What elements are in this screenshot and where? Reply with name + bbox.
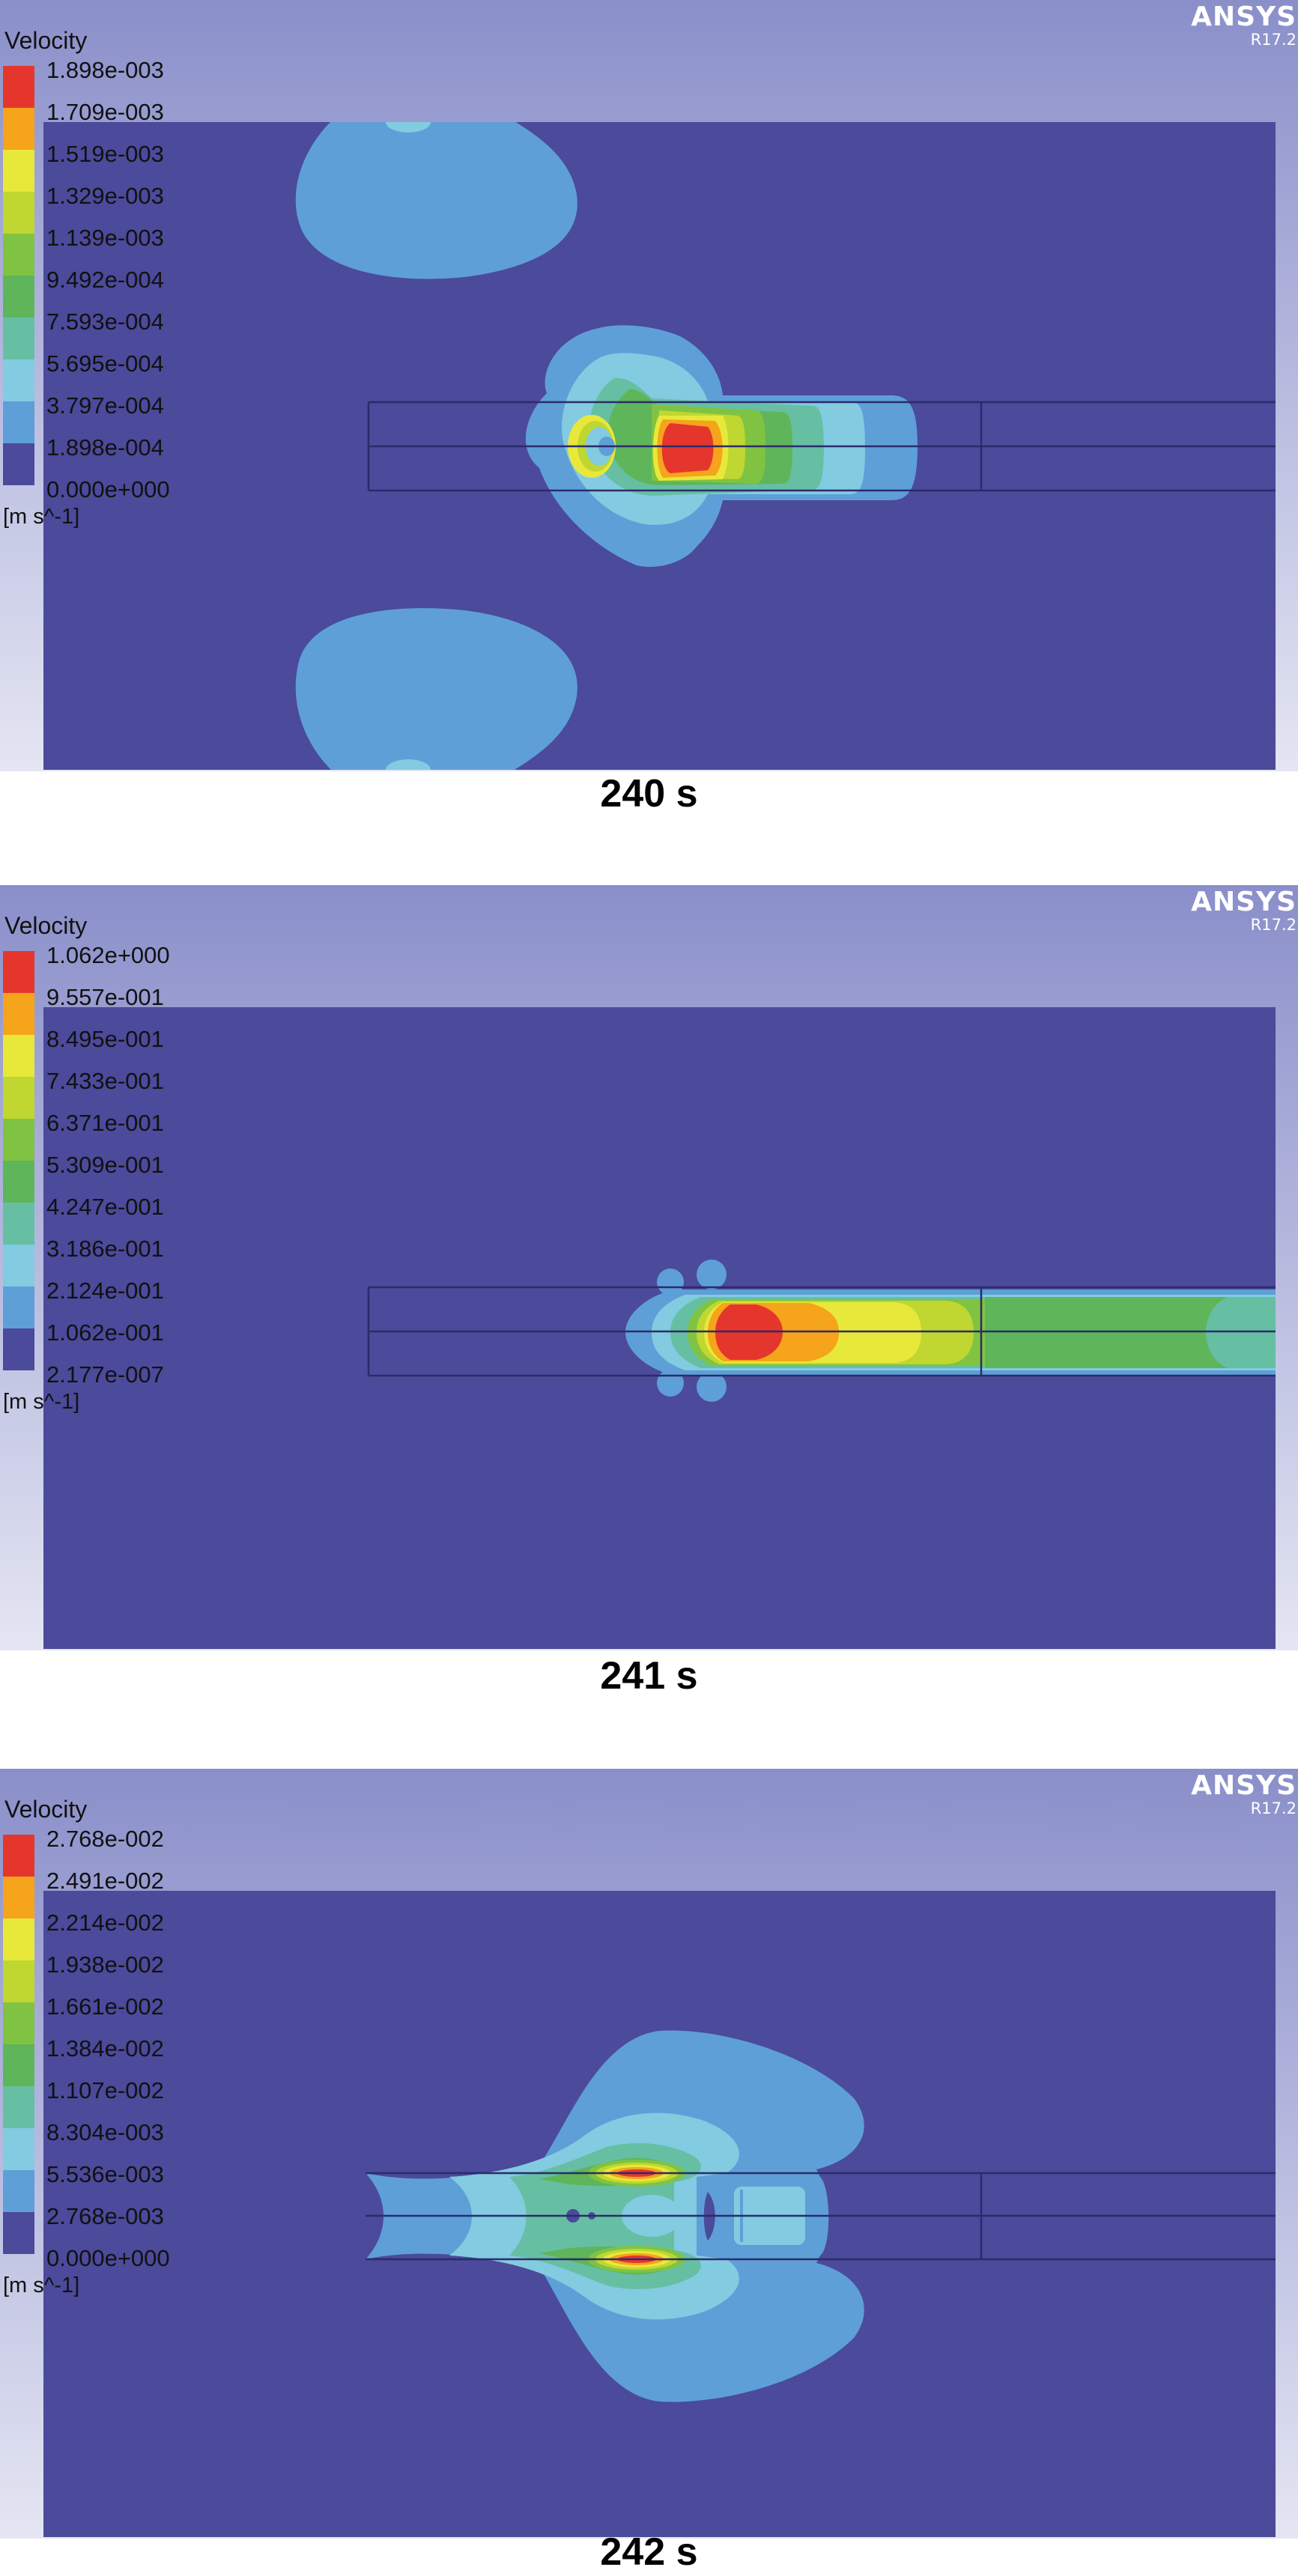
ansys-brand: ANSYS R17.2 xyxy=(1191,1,1297,49)
legend-title: Velocity xyxy=(4,27,88,54)
legend-label: 4.247e-001 xyxy=(46,1194,164,1220)
legend-label: 2.124e-001 xyxy=(46,1278,164,1304)
legend-label: 1.139e-003 xyxy=(46,225,164,251)
contour-viewport xyxy=(0,885,1298,1650)
legend-label: 7.593e-004 xyxy=(46,309,164,335)
legend-label: 1.898e-004 xyxy=(46,434,164,461)
legend-title: Velocity xyxy=(4,912,88,939)
legend-units: [m s^-1] xyxy=(3,505,80,529)
legend-title: Velocity xyxy=(4,1796,88,1823)
time-caption: 240 s xyxy=(600,772,698,815)
contour-panel-240s: ANSYS R17.2 Velocity 1.898e-003 1.709e-0… xyxy=(0,0,1298,824)
legend-label: 1.519e-003 xyxy=(46,141,164,167)
contour-panel-241s: ANSYS R17.2 Velocity 1.062e+000 9.557e-0… xyxy=(0,885,1298,1716)
channel-outline xyxy=(367,401,1276,492)
legend-label: 9.492e-004 xyxy=(46,267,164,293)
legend-label: 6.371e-001 xyxy=(46,1110,164,1136)
legend-label: 1.661e-002 xyxy=(46,1993,164,2020)
legend-label: 5.309e-001 xyxy=(46,1152,164,1178)
legend-label: 2.491e-002 xyxy=(46,1868,164,1894)
legend-label: 1.384e-002 xyxy=(46,2035,164,2062)
brand-version: R17.2 xyxy=(1250,1799,1297,1817)
ansys-brand: ANSYS R17.2 xyxy=(1191,1772,1297,1817)
brand-name: ANSYS xyxy=(1191,887,1297,917)
colorbar xyxy=(3,66,34,485)
legend-label: 5.536e-003 xyxy=(46,2161,164,2187)
colorbar xyxy=(3,1835,34,2254)
velocity-contours xyxy=(366,2030,1276,2402)
legend-label: 1.938e-002 xyxy=(46,1951,164,1978)
legend-label: 9.557e-001 xyxy=(46,984,164,1010)
legend-label: 7.433e-001 xyxy=(46,1068,164,1094)
legend-label: 3.186e-001 xyxy=(46,1236,164,1262)
legend-label: 1.898e-003 xyxy=(46,57,164,83)
contour-viewport xyxy=(0,1769,1298,2539)
legend-units: [m s^-1] xyxy=(3,2273,80,2297)
legend-label: 1.107e-002 xyxy=(46,2077,164,2103)
legend-label: 1.062e-001 xyxy=(46,1319,164,1346)
velocity-contours xyxy=(367,1260,1276,1402)
brand-name: ANSYS xyxy=(1191,1770,1297,1801)
legend-units: [m s^-1] xyxy=(3,1390,80,1414)
channel-outline xyxy=(366,2172,1276,2261)
brand-version: R17.2 xyxy=(1250,916,1297,934)
legend-label: 1.709e-003 xyxy=(46,99,164,125)
legend-label: 2.768e-003 xyxy=(46,2203,164,2229)
legend-label: 3.797e-004 xyxy=(46,392,164,419)
legend-label: 1.062e+000 xyxy=(46,942,170,968)
contour-panel-242s: ANSYS R17.2 Velocity 2.768e-002 2.491e-0… xyxy=(0,1769,1298,2576)
legend-label: 8.495e-001 xyxy=(46,1026,164,1052)
velocity-contours xyxy=(295,122,1276,770)
legend-label: 2.177e-007 xyxy=(46,1361,164,1388)
brand-version: R17.2 xyxy=(1250,31,1297,49)
legend-label: 5.695e-004 xyxy=(46,350,164,377)
legend-label: 0.000e+000 xyxy=(46,2245,170,2271)
channel-outline xyxy=(367,1286,1276,1377)
time-caption: 241 s xyxy=(600,1654,698,1698)
legend-label: 2.768e-002 xyxy=(46,1826,164,1852)
colorbar xyxy=(3,951,34,1370)
contour-viewport xyxy=(0,0,1298,771)
brand-name: ANSYS xyxy=(1191,1,1297,32)
legend-label: 1.329e-003 xyxy=(46,183,164,209)
ansys-brand: ANSYS R17.2 xyxy=(1191,887,1297,934)
legend-label: 0.000e+000 xyxy=(46,476,170,502)
legend-label: 2.214e-002 xyxy=(46,1910,164,1936)
time-caption: 242 s xyxy=(600,2530,698,2574)
legend-label: 8.304e-003 xyxy=(46,2119,164,2145)
